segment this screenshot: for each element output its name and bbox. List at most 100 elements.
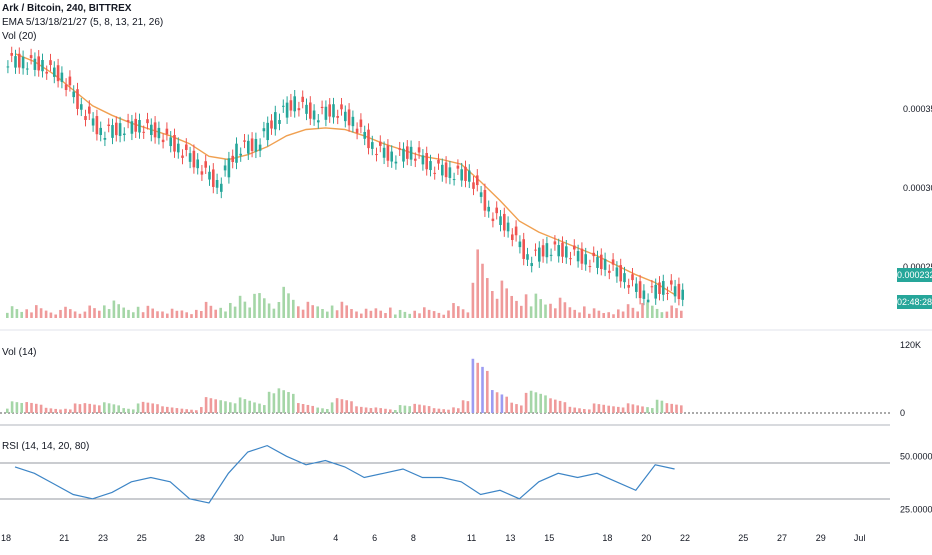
candle-body	[56, 65, 60, 82]
volume-bar	[515, 404, 518, 413]
candle-body	[495, 207, 498, 214]
volume-bar	[321, 408, 324, 413]
candle-body	[363, 132, 366, 139]
volume-overlay-bar	[39, 308, 43, 318]
candle-body	[239, 153, 242, 156]
volume-overlay-bar	[617, 309, 620, 318]
volume-overlay-bar	[675, 308, 678, 318]
candle-body	[91, 118, 95, 126]
volume-bar	[258, 403, 261, 413]
volume-overlay-bar	[597, 310, 601, 318]
volume-bar	[64, 408, 67, 413]
volume-bar	[200, 407, 203, 413]
candle-body	[448, 167, 452, 178]
volume-axis-tick-label: 120K	[900, 340, 921, 350]
volume-bar	[209, 398, 213, 413]
candle-body	[142, 131, 145, 133]
candle-body	[573, 245, 576, 250]
volume-overlay-bar	[161, 311, 164, 318]
volume-bar	[369, 408, 373, 413]
date-axis-tick-label: 23	[98, 533, 108, 543]
volume-overlay-bar	[403, 311, 407, 318]
candle-body	[511, 234, 514, 240]
volume-overlay-bar	[180, 310, 184, 318]
volume-overlay-bar	[427, 309, 431, 318]
volume-overlay-bar	[394, 314, 397, 318]
volume-bar	[151, 403, 154, 413]
date-axis-tick-label: 25	[738, 533, 748, 543]
volume-bar	[592, 403, 596, 413]
volume-overlay-bar	[258, 293, 261, 318]
date-axis-tick-label: 20	[641, 533, 651, 543]
candle-body	[262, 128, 266, 132]
volume-bar	[621, 407, 625, 413]
volume-bar	[233, 403, 237, 413]
date-axis-tick-label: 8	[411, 533, 416, 543]
volume-overlay-bar	[544, 304, 547, 318]
candle-body	[14, 56, 17, 68]
candle-body	[200, 171, 204, 175]
price-axis-tick-label: 0.00030000	[903, 183, 932, 193]
date-axis-tick-label: 28	[195, 533, 205, 543]
candle-body	[72, 91, 75, 98]
candle-body	[49, 60, 52, 66]
candle-body	[53, 67, 56, 77]
volume-overlay-bar	[660, 312, 664, 318]
volume-bar	[670, 403, 673, 413]
candle-body	[677, 283, 681, 300]
volume-bar	[253, 402, 256, 413]
candle-body	[409, 146, 413, 160]
volume-bar	[161, 406, 164, 413]
volume-overlay-bar	[655, 308, 659, 318]
volume-overlay-bar	[476, 249, 479, 318]
volume-overlay-bar	[166, 313, 169, 318]
candle-body	[130, 121, 134, 134]
volume-bar	[617, 406, 620, 413]
candle-body	[456, 165, 460, 169]
volume-bar	[78, 404, 82, 413]
volume-bar	[612, 406, 615, 413]
volume-bar	[389, 409, 392, 413]
volume-bar	[680, 405, 683, 413]
candle-body	[557, 245, 560, 257]
volume-bar	[457, 408, 460, 413]
candle-body	[623, 273, 626, 283]
date-axis-tick-label: 27	[777, 533, 787, 543]
volume-bar	[520, 405, 523, 413]
volume-overlay-bar	[224, 311, 227, 318]
volume-bar	[641, 406, 644, 413]
volume-bar	[544, 395, 547, 413]
volume-overlay-bar	[384, 313, 387, 318]
volume-overlay-bar	[510, 295, 513, 318]
candle-body	[464, 166, 467, 181]
volume-bar	[49, 408, 53, 413]
candle-body	[26, 68, 29, 70]
volume-overlay-bar	[641, 302, 644, 318]
candle-body	[530, 263, 533, 267]
rsi-legend[interactable]: RSI (14, 14, 20, 80)	[2, 441, 90, 452]
ema-legend[interactable]: EMA 5/13/18/21/27 (5, 8, 13, 21, 26)	[2, 17, 164, 28]
volume-overlay-bar	[592, 308, 596, 318]
volume-bar	[432, 408, 436, 413]
volume-overlay-bar	[360, 313, 363, 318]
volume-overlay-bar	[132, 312, 135, 318]
volume-bar	[398, 405, 402, 413]
volume-bar	[588, 409, 591, 413]
volume-overlay-bar	[243, 301, 247, 318]
candle-body	[317, 120, 320, 123]
volume-overlay-legend[interactable]: Vol (20)	[2, 31, 37, 42]
candle-body	[6, 66, 10, 68]
volume-bar	[437, 408, 441, 413]
candle-body	[84, 116, 87, 120]
volume-bar	[44, 407, 48, 413]
volume-bar	[185, 409, 188, 413]
volume-overlay-bar	[156, 311, 159, 318]
candle-body	[526, 254, 529, 260]
volume-overlay-bar	[529, 306, 533, 318]
candle-body	[650, 286, 654, 288]
volume-overlay-bar	[248, 307, 251, 318]
candle-body	[227, 158, 231, 178]
volume-overlay-bar	[6, 312, 9, 318]
volume-pane-legend[interactable]: Vol (14)	[2, 347, 37, 358]
candle-body	[235, 143, 238, 163]
